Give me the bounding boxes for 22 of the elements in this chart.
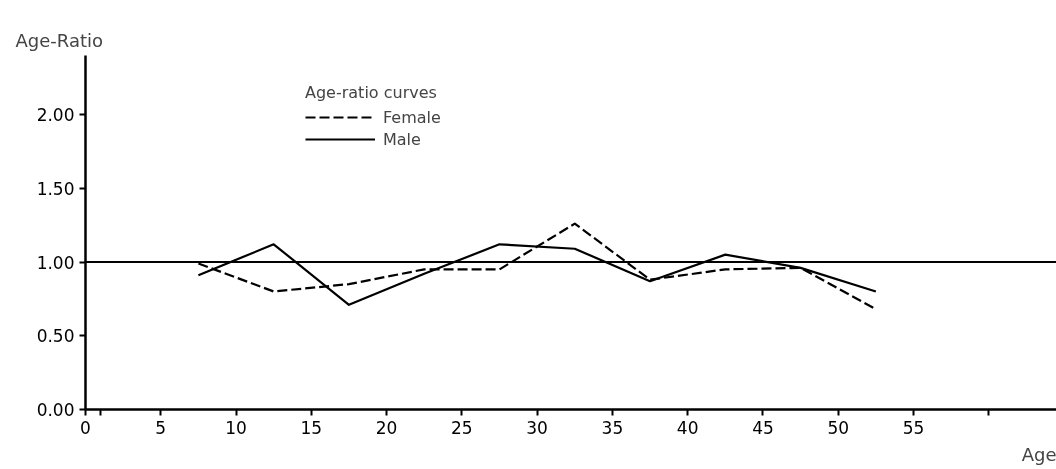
- x-tick-label: 15: [300, 417, 323, 438]
- x-tick-label: 50: [827, 417, 850, 438]
- y-tick-label: 0.50: [36, 326, 75, 347]
- y-axis-title: Age-Ratio: [15, 29, 104, 51]
- y-tick-label: 0.00: [36, 400, 75, 420]
- x-tick-label: 45: [752, 417, 774, 438]
- x-axis-title: Age: [1021, 443, 1056, 465]
- x-tick-label: 0: [80, 417, 91, 438]
- x-tick-label: 20: [375, 417, 398, 438]
- legend-label: Male: [383, 129, 421, 149]
- legend-label: Female: [383, 107, 441, 127]
- x-tick-label: 10: [225, 417, 247, 438]
- y-tick-label: 1.50: [36, 178, 75, 199]
- x-tick-label: 25: [451, 417, 473, 438]
- legend-title: Age-ratio curves: [305, 83, 438, 102]
- x-tick-label: 40: [676, 417, 699, 438]
- y-tick-label: 1.00: [36, 252, 75, 273]
- x-tick-label: 30: [526, 417, 548, 438]
- x-tick-label: 5: [155, 417, 167, 438]
- x-tick-label: 35: [601, 417, 624, 438]
- y-tick-label: 2.00: [36, 105, 75, 125]
- x-tick-label: 55: [902, 417, 925, 438]
